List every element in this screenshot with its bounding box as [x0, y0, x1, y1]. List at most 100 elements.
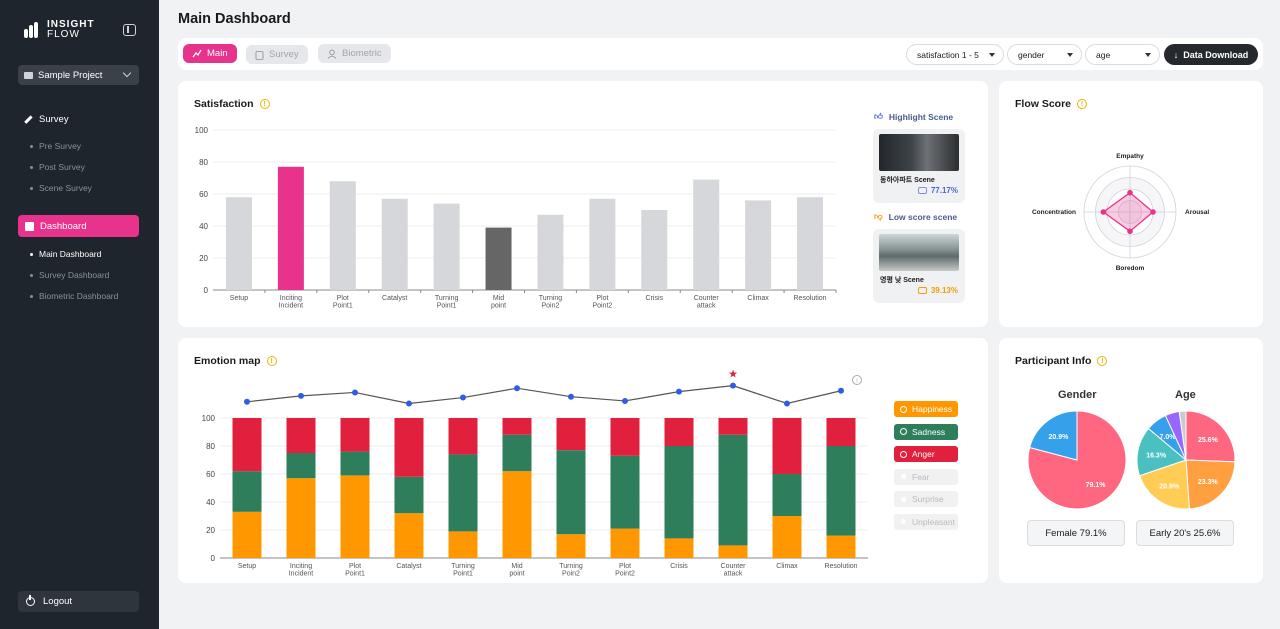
trend-point — [838, 387, 844, 394]
satisfaction-bar — [693, 179, 720, 290]
project-selector[interactable]: Sample Project — [18, 65, 139, 85]
sidebar-collapse-icon[interactable] — [123, 24, 136, 36]
info-icon[interactable]: ! — [266, 356, 277, 366]
y-tick-label: 60 — [206, 470, 215, 479]
sidebar-item-main-dashboard[interactable]: Main Dashboard — [30, 249, 101, 259]
dashboard-icon — [25, 221, 34, 231]
info-icon[interactable]: ! — [1077, 99, 1088, 109]
age-summary: Early 20's 25.6% — [1136, 520, 1234, 546]
y-tick-label: 20 — [206, 526, 215, 535]
gender-summary: Female 79.1% — [1027, 520, 1125, 546]
radar-axis-label: Concentration — [1032, 209, 1076, 216]
x-tick-label: Resolution — [794, 295, 827, 302]
x-tick-label: Inciting Incident — [289, 563, 314, 578]
legend-item-surprise[interactable]: Surprise — [894, 491, 958, 507]
x-tick-label: Counter attack — [721, 563, 747, 578]
pie-label: 20.9% — [1159, 483, 1180, 490]
pie-slice — [1027, 410, 1127, 510]
project-name: Sample Project — [38, 69, 103, 81]
legend-item-fear[interactable]: Fear — [894, 468, 958, 485]
x-tick-label: Counter attack — [694, 295, 720, 310]
legend-item-anger[interactable]: Anger — [894, 446, 958, 462]
x-tick-label: Mid point — [491, 295, 506, 310]
sidebar-item-biometric-dashboard[interactable]: Biometric Dashboard — [30, 291, 118, 301]
low-scene-card[interactable]: 영평 낮 Scene 39.13% — [873, 229, 965, 303]
data-download-label: Data Download — [1183, 49, 1249, 60]
trend-line — [246, 385, 842, 405]
low-scene-title: Low score scene — [888, 211, 958, 222]
x-tick-label: Inciting Incident — [279, 295, 304, 310]
nav-survey[interactable]: Survey — [24, 114, 69, 125]
legend-dot-icon — [900, 450, 907, 458]
like-icon — [917, 187, 927, 194]
trend-point — [568, 393, 574, 400]
gender-filter-select[interactable]: gender — [1007, 44, 1082, 65]
y-tick-label: 100 — [195, 126, 209, 135]
emotion-bar-segment — [664, 446, 694, 539]
highlight-scene-title: Highlight Scene — [888, 111, 954, 122]
info-icon-glyph: ! — [856, 379, 858, 385]
sidebar-item-survey-dashboard[interactable]: Survey Dashboard — [30, 270, 109, 280]
age-filter-select[interactable]: age — [1085, 44, 1160, 65]
satisfaction-chart: 0 20 40 60 80 100 Setup Inciting Incident Plot Poi… — [195, 126, 837, 310]
y-tick-label: 80 — [199, 158, 208, 167]
info-icon[interactable]: ! — [259, 99, 270, 109]
pie-slice — [1178, 410, 1187, 461]
trend-point — [352, 389, 358, 396]
logo[interactable]: INSIGHT FLOW — [24, 20, 95, 40]
pie-label: 23.3% — [1198, 479, 1219, 486]
logout-button[interactable]: Logout — [18, 591, 139, 612]
emotion-map-title: Emotion map — [194, 355, 261, 367]
logo-icon — [24, 22, 42, 38]
legend-item-sadness[interactable]: Sadness — [894, 423, 958, 440]
legend-dot-icon — [900, 428, 907, 435]
tab-main[interactable]: Main — [183, 44, 237, 63]
highlight-scene-score: 77.17% — [930, 186, 958, 195]
x-tick-label: Catalyst — [396, 563, 421, 570]
logout-label: Logout — [43, 596, 73, 607]
satisfaction-card: Satisfaction ! 0 20 40 60 80 100 Setup Inciting… — [178, 81, 988, 327]
satisfaction-filter-select[interactable]: satisfaction 1 - 5 — [906, 44, 1004, 65]
highlight-scene-card[interactable]: 동하아파트 Scene 77.17% — [873, 129, 965, 203]
y-tick-label: 60 — [199, 190, 208, 199]
tab-biometric[interactable]: Biometric — [318, 44, 391, 63]
x-tick-label: Turning Poin2 — [539, 295, 563, 310]
radar-axis-label: Arousal — [1185, 209, 1209, 216]
tab-survey[interactable]: Survey — [246, 45, 308, 64]
sidebar-item-pre-survey[interactable]: Pre Survey — [30, 141, 81, 151]
radar-point — [1127, 189, 1133, 196]
tab-main-label: Main — [207, 48, 228, 59]
folder-icon — [24, 71, 33, 79]
trend-point — [514, 385, 520, 392]
satisfaction-bar — [329, 181, 356, 290]
x-tick-label: Plot Point1 — [345, 563, 365, 578]
legend-label: Surprise — [912, 494, 944, 504]
emotion-bar-segment — [448, 418, 478, 455]
radar-axis-label: Empathy — [1116, 153, 1144, 160]
y-tick-label: 100 — [202, 414, 216, 423]
data-download-button[interactable]: ↓ Data Download — [1164, 44, 1258, 65]
info-icon[interactable]: ! — [1097, 356, 1108, 366]
x-tick-label: Plot Point2 — [615, 563, 635, 578]
x-tick-label: Plot Point1 — [333, 295, 353, 310]
x-tick-label: Turning Point1 — [451, 563, 475, 578]
y-tick-label: 40 — [199, 222, 208, 231]
legend-item-happiness[interactable]: Happiness — [894, 401, 958, 417]
y-tick-label: 0 — [211, 554, 216, 563]
x-tick-label: Setup — [238, 563, 256, 570]
sidebar-item-scene-survey[interactable]: Scene Survey — [30, 183, 92, 193]
emotion-bar-segment — [826, 535, 856, 558]
satisfaction-bar — [225, 197, 252, 290]
emotion-bar-segment — [664, 538, 694, 558]
dropdown-arrow-icon — [1067, 53, 1073, 57]
nav-dashboard-label: Dashboard — [40, 220, 87, 232]
legend-item-unpleasant[interactable]: Unpleasant — [894, 513, 958, 530]
legend-dot-icon — [900, 495, 907, 503]
dropdown-arrow-icon — [989, 53, 995, 57]
flow-score-title: Flow Score — [1015, 98, 1072, 110]
legend-dot-icon — [900, 518, 907, 525]
satisfaction-filter-value: satisfaction 1 - 5 — [917, 49, 979, 60]
nav-dashboard[interactable]: Dashboard — [18, 215, 139, 237]
sidebar-item-post-survey[interactable]: Post Survey — [30, 162, 85, 172]
sidebar: INSIGHT FLOW Sample Project Survey Pre S… — [0, 0, 159, 629]
